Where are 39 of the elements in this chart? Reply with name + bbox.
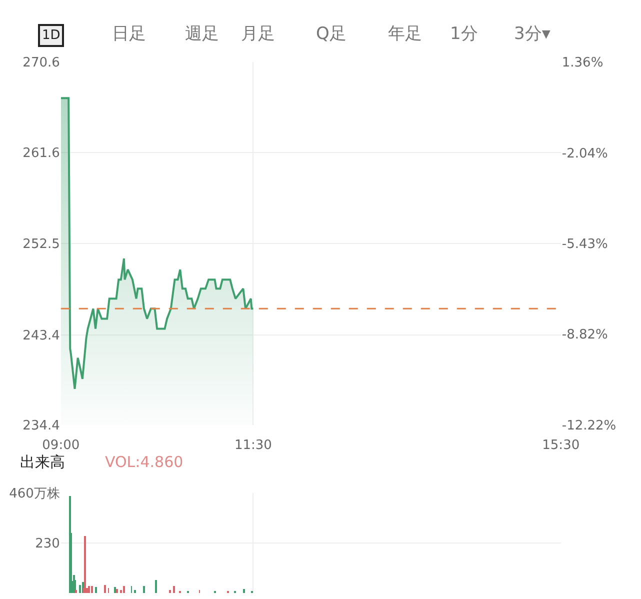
y-tick-label: 252.5 [22, 237, 60, 252]
bar [90, 586, 93, 593]
text: 1D [42, 28, 60, 43]
text: 週足 [185, 24, 219, 44]
x-tick-label: 11:30 [234, 438, 272, 453]
y2-tick-label: 1.36% [562, 56, 604, 71]
bar [142, 586, 145, 593]
bar [104, 585, 106, 593]
y-tick-label: 243.4 [22, 328, 60, 344]
bar [154, 580, 157, 593]
bar [74, 590, 77, 593]
text: Q足 [316, 24, 346, 44]
y-tick-label: 261.6 [22, 146, 60, 161]
bar [168, 590, 171, 593]
y2-tick-label: -2.04% [562, 146, 608, 162]
text: 月足 [241, 24, 275, 44]
y-tick-label: 460万株 [9, 486, 60, 502]
x-tick-label: 09:00 [42, 438, 80, 453]
bar [120, 590, 122, 593]
y-tick-label: 234.4 [22, 418, 60, 434]
y-tick-label: 270.6 [22, 56, 60, 71]
x-tick-label: 15:30 [542, 438, 580, 453]
text: VOL:4.860 [105, 453, 184, 471]
y2-tick-label: -12.22% [562, 418, 616, 434]
bar [242, 589, 245, 593]
bar [84, 536, 86, 593]
text: 日足 [112, 24, 146, 44]
bar [94, 587, 97, 593]
bar [78, 585, 81, 593]
text: 3分▾ [514, 24, 551, 44]
text: 年足 [388, 24, 422, 44]
bar [122, 586, 125, 593]
y2-tick-label: -8.82% [562, 328, 608, 343]
y-tick-label: 230 [35, 536, 60, 552]
chart-title: 出来高 [20, 453, 65, 471]
text: 1分 [450, 24, 478, 44]
y2-tick-label: -5.43% [562, 237, 608, 252]
bar [172, 586, 175, 593]
bar [134, 590, 136, 593]
